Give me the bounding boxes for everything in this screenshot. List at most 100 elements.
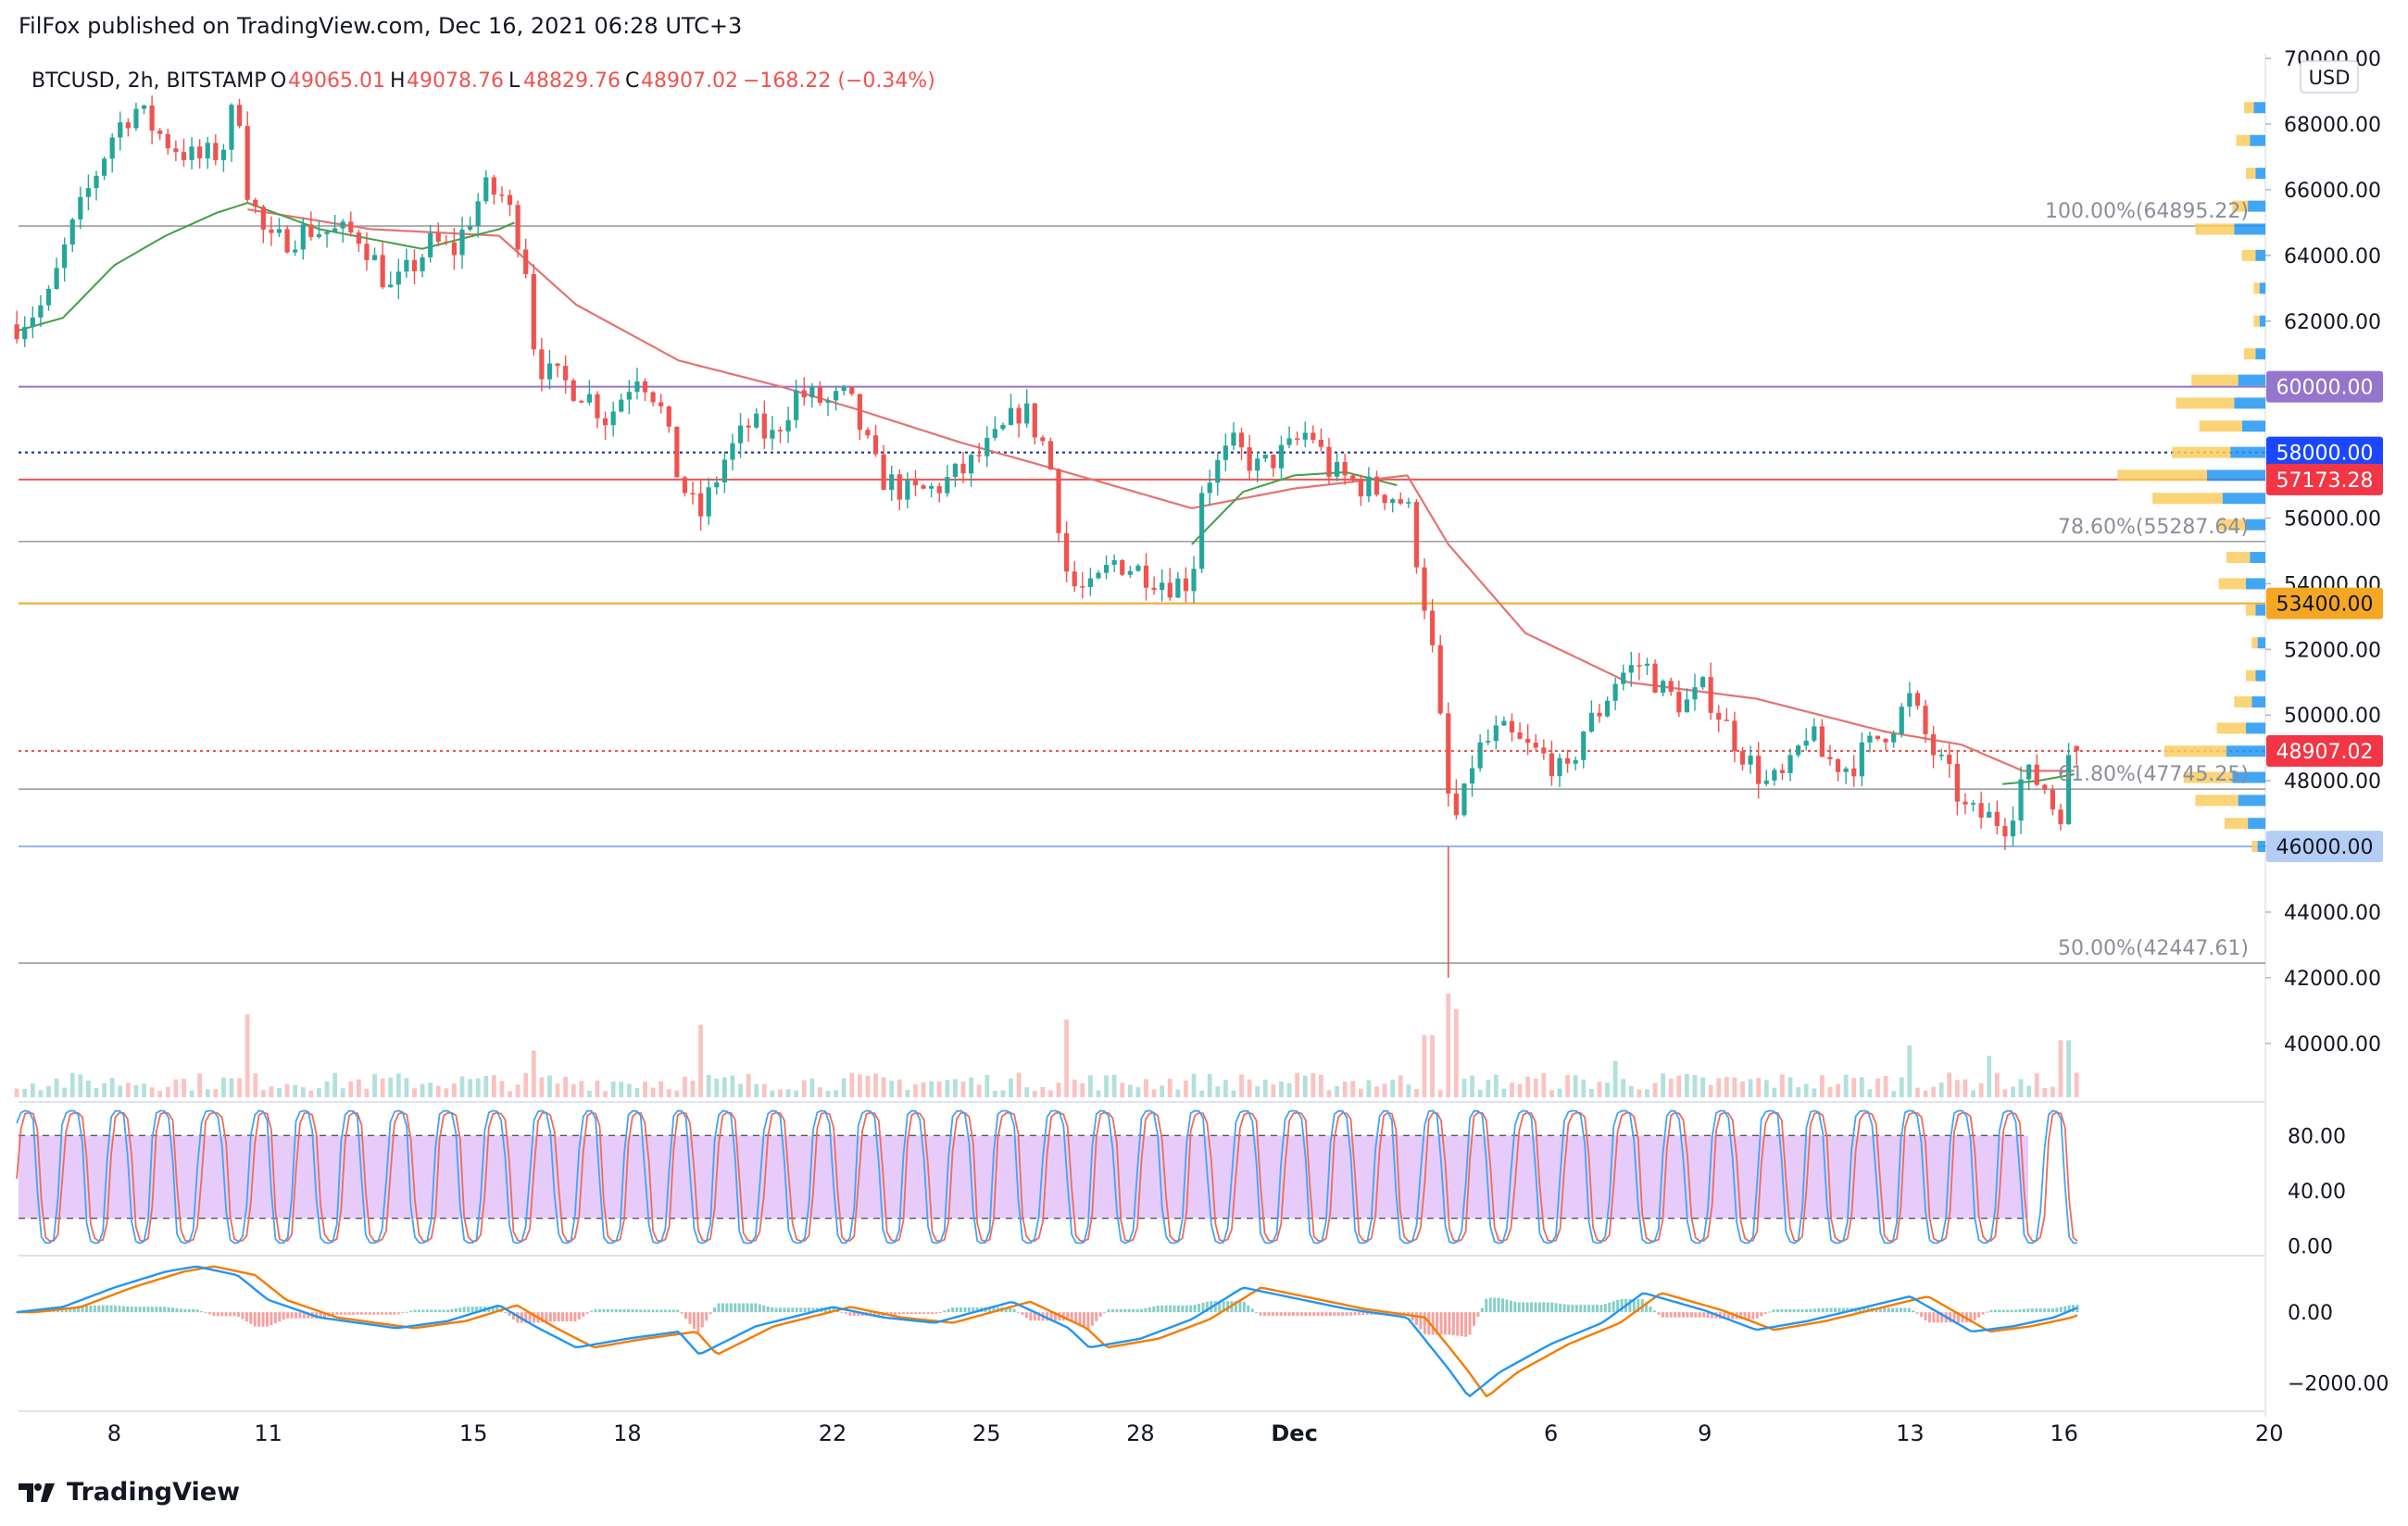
macd-histogram-bar xyxy=(1981,1312,1985,1315)
currency-badge[interactable]: USD xyxy=(2300,60,2359,94)
volume-bar xyxy=(38,1090,44,1097)
macd-histogram-bar xyxy=(446,1309,449,1313)
candle-body xyxy=(1024,403,1030,424)
volume-bar xyxy=(1954,1080,1960,1097)
macd-histogram-bar xyxy=(2055,1307,2059,1313)
candle-body xyxy=(1947,755,1952,764)
volume-profile-up-bar xyxy=(2230,446,2265,458)
volume-profile-up-bar xyxy=(2250,134,2265,146)
candle-body xyxy=(1453,793,1459,816)
macd-histogram-bar xyxy=(158,1307,162,1313)
macd-histogram-bar xyxy=(1595,1305,1599,1313)
volume-bar xyxy=(746,1074,751,1097)
volume-bar xyxy=(1621,1079,1626,1097)
price-tag-box[interactable] xyxy=(2266,370,2383,403)
volume-bar xyxy=(1541,1073,1547,1097)
price-tag-label[interactable]: 53400.00 xyxy=(2276,594,2374,617)
macd-histogram-bar xyxy=(1698,1312,1701,1318)
candle-body xyxy=(1096,572,1101,579)
macd-histogram-bar xyxy=(1986,1311,1988,1313)
macd-histogram-bar xyxy=(1029,1312,1033,1321)
candle-body xyxy=(1160,582,1165,591)
price-tag-box[interactable] xyxy=(2266,587,2383,619)
candle-body xyxy=(1080,586,1085,588)
price-tag-box[interactable] xyxy=(2266,463,2383,495)
candle-body xyxy=(260,206,266,230)
candle-body xyxy=(1047,441,1054,469)
macd-histogram-bar xyxy=(1201,1302,1205,1313)
candle-body xyxy=(1541,747,1547,754)
macd-histogram-bar xyxy=(192,1308,195,1313)
macd-histogram-bar xyxy=(1924,1312,1927,1320)
volume-bar xyxy=(1470,1075,1474,1097)
volume-bar xyxy=(388,1077,394,1097)
candle-body xyxy=(1716,712,1722,720)
price-tag-label[interactable]: 60000.00 xyxy=(2276,377,2374,400)
candle-body xyxy=(945,477,950,494)
macd-histogram-bar xyxy=(553,1312,557,1322)
macd-histogram-bar xyxy=(606,1308,609,1313)
macd-histogram-bar xyxy=(1419,1312,1423,1330)
volume-profile-up-bar xyxy=(2257,637,2265,649)
volume-bar xyxy=(1135,1087,1141,1097)
volume-bar xyxy=(1891,1091,1897,1097)
volume-bar xyxy=(102,1082,107,1097)
candle-body xyxy=(69,219,75,245)
macd-histogram-bar xyxy=(1250,1308,1254,1313)
price-tag-box[interactable] xyxy=(2266,831,2383,863)
candle-body xyxy=(1311,432,1316,440)
candle-body xyxy=(897,474,902,500)
macd-histogram-bar xyxy=(1998,1309,2001,1313)
volume-bar xyxy=(1009,1078,1013,1097)
candle-body xyxy=(1557,757,1562,777)
volume-bar xyxy=(1994,1072,2000,1097)
volume-bar xyxy=(1231,1090,1236,1097)
volume-profile-down-bar xyxy=(2216,722,2246,734)
macd-histogram-bar xyxy=(1513,1301,1517,1313)
volume-bar xyxy=(849,1072,855,1097)
candle-body xyxy=(770,430,775,439)
price-tag-label[interactable]: 58000.00 xyxy=(2276,443,2374,466)
macd-histogram-bar xyxy=(1423,1312,1426,1334)
candle-body xyxy=(809,387,815,398)
volume-bar xyxy=(2011,1086,2015,1097)
candle-body xyxy=(483,177,489,202)
candle-body xyxy=(1851,768,1857,777)
volume-bar xyxy=(2074,1072,2079,1097)
candle-body xyxy=(571,380,576,401)
candle-body xyxy=(1835,758,1841,772)
candle-body xyxy=(38,305,44,318)
candle-body xyxy=(698,493,704,517)
macd-histogram-bar xyxy=(200,1310,204,1313)
volume-bar xyxy=(1414,1088,1419,1097)
macd-histogram-bar xyxy=(1234,1301,1237,1313)
price-tag-label[interactable]: 48907.02 xyxy=(2276,741,2374,764)
candle-body xyxy=(737,425,744,444)
macd-histogram-bar xyxy=(89,1305,93,1313)
macd-histogram-bar xyxy=(1755,1312,1759,1319)
volume-bar xyxy=(658,1081,664,1097)
volume-bar xyxy=(841,1078,847,1097)
candle-body xyxy=(444,241,449,244)
macd-histogram-bar xyxy=(1336,1312,1340,1317)
macd-histogram-bar xyxy=(1878,1307,1882,1313)
macd-histogram-bar xyxy=(1751,1312,1755,1320)
macd-histogram-bar xyxy=(1312,1312,1316,1317)
tradingview-logo[interactable]: TradingView xyxy=(19,1478,240,1507)
macd-histogram-bar xyxy=(721,1303,724,1313)
volume-profile-up-bar xyxy=(2238,374,2265,386)
candle-body xyxy=(491,177,496,195)
price-tag-box[interactable] xyxy=(2266,436,2383,469)
price-tag-label[interactable]: 46000.00 xyxy=(2276,836,2374,859)
macd-histogram-bar xyxy=(438,1309,442,1313)
price-tag-box[interactable] xyxy=(2266,734,2383,767)
macd-histogram-bar xyxy=(930,1312,934,1315)
macd-histogram-bar xyxy=(643,1309,646,1313)
macd-histogram-bar xyxy=(734,1303,737,1313)
macd-histogram-bar xyxy=(684,1312,688,1320)
price-tag-label[interactable]: 57173.28 xyxy=(2276,469,2374,493)
volume-bar xyxy=(1048,1090,1053,1097)
macd-histogram-bar xyxy=(1004,1307,1008,1313)
macd-histogram-bar xyxy=(359,1312,363,1315)
